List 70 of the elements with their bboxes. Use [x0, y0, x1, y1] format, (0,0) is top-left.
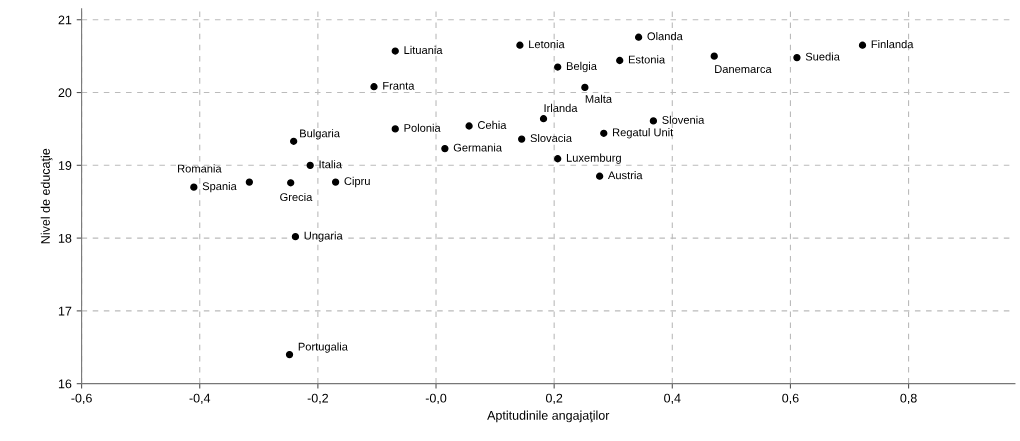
- annotation: Letonia: [529, 40, 565, 49]
- point: [710, 52, 718, 60]
- point: [516, 41, 524, 49]
- point: [616, 56, 624, 65]
- point: [370, 83, 378, 91]
- y-tick-label: 18: [58, 233, 72, 243]
- point: [306, 161, 314, 169]
- point: [554, 63, 562, 71]
- annotation: Suedia: [805, 52, 840, 61]
- annotation: Austria: [608, 171, 643, 180]
- annotation: Franta: [383, 81, 415, 90]
- annotation: Ungaria: [304, 231, 343, 242]
- point: [600, 129, 608, 137]
- annotation: Lituania: [404, 45, 443, 55]
- x-tick-label: -0,4: [189, 393, 211, 405]
- x-tick-label: 0,6: [782, 393, 799, 405]
- annotation: Cipru: [344, 176, 370, 188]
- point: [291, 233, 300, 241]
- annotation: Finlanda: [871, 40, 914, 49]
- y-tick-label: 19: [58, 161, 72, 170]
- point: [518, 135, 526, 143]
- point: [595, 172, 604, 180]
- annotation: Irlanda: [544, 103, 578, 112]
- point: [858, 41, 867, 49]
- x-tick-label: 0,8: [900, 393, 917, 405]
- point: [290, 137, 298, 145]
- annotation: Estonia: [628, 55, 666, 64]
- annotation: Italia: [319, 160, 342, 169]
- x-tick-label: -0,6: [71, 393, 92, 405]
- annotation: Portugalia: [298, 342, 348, 353]
- annotation: Grecia: [280, 192, 313, 202]
- annotation: Malta: [585, 94, 613, 103]
- y-tick-label: 16: [58, 379, 72, 389]
- annotation: Polonia: [404, 123, 441, 132]
- point: [649, 117, 658, 125]
- y-tick-label: 21: [58, 15, 72, 25]
- annotation: Regatul Unit: [613, 128, 674, 139]
- x-tick-label: 0,2: [545, 393, 563, 405]
- annotation: Olanda: [647, 32, 683, 41]
- y-tick-label: 17: [58, 306, 72, 316]
- annotation: Luxemburg: [566, 153, 621, 164]
- annotation: Bulgaria: [300, 129, 340, 140]
- point: [287, 179, 295, 187]
- point: [465, 122, 473, 130]
- annotation: Slovacia: [530, 133, 572, 143]
- point: [190, 183, 198, 191]
- point: [245, 178, 253, 186]
- y-tick-label: 20: [58, 88, 72, 98]
- annotation: Slovenia: [662, 115, 705, 124]
- point: [391, 47, 399, 55]
- annotation: Cehia: [477, 120, 507, 129]
- annotation: Spania: [202, 181, 237, 193]
- point: [539, 115, 548, 123]
- point: [554, 155, 562, 163]
- x-tick-label: 0,4: [664, 393, 681, 405]
- point: [331, 178, 340, 186]
- point: [285, 350, 294, 359]
- point: [581, 83, 589, 92]
- x-axis-title: Aptitudinile angajaţilor: [487, 410, 610, 423]
- x-tick-label: -0,0: [425, 393, 447, 405]
- annotation: Germania: [453, 143, 502, 152]
- point: [634, 33, 643, 41]
- x-tick-label: -0,2: [307, 393, 329, 405]
- annotation: Belgia: [566, 61, 597, 73]
- annotation: Danemarca: [715, 65, 772, 73]
- y-axis-title: Nivel de educaţie: [40, 148, 53, 244]
- point: [441, 144, 449, 153]
- point: [391, 125, 399, 133]
- point: [793, 53, 801, 62]
- annotation: Romania: [178, 164, 222, 173]
